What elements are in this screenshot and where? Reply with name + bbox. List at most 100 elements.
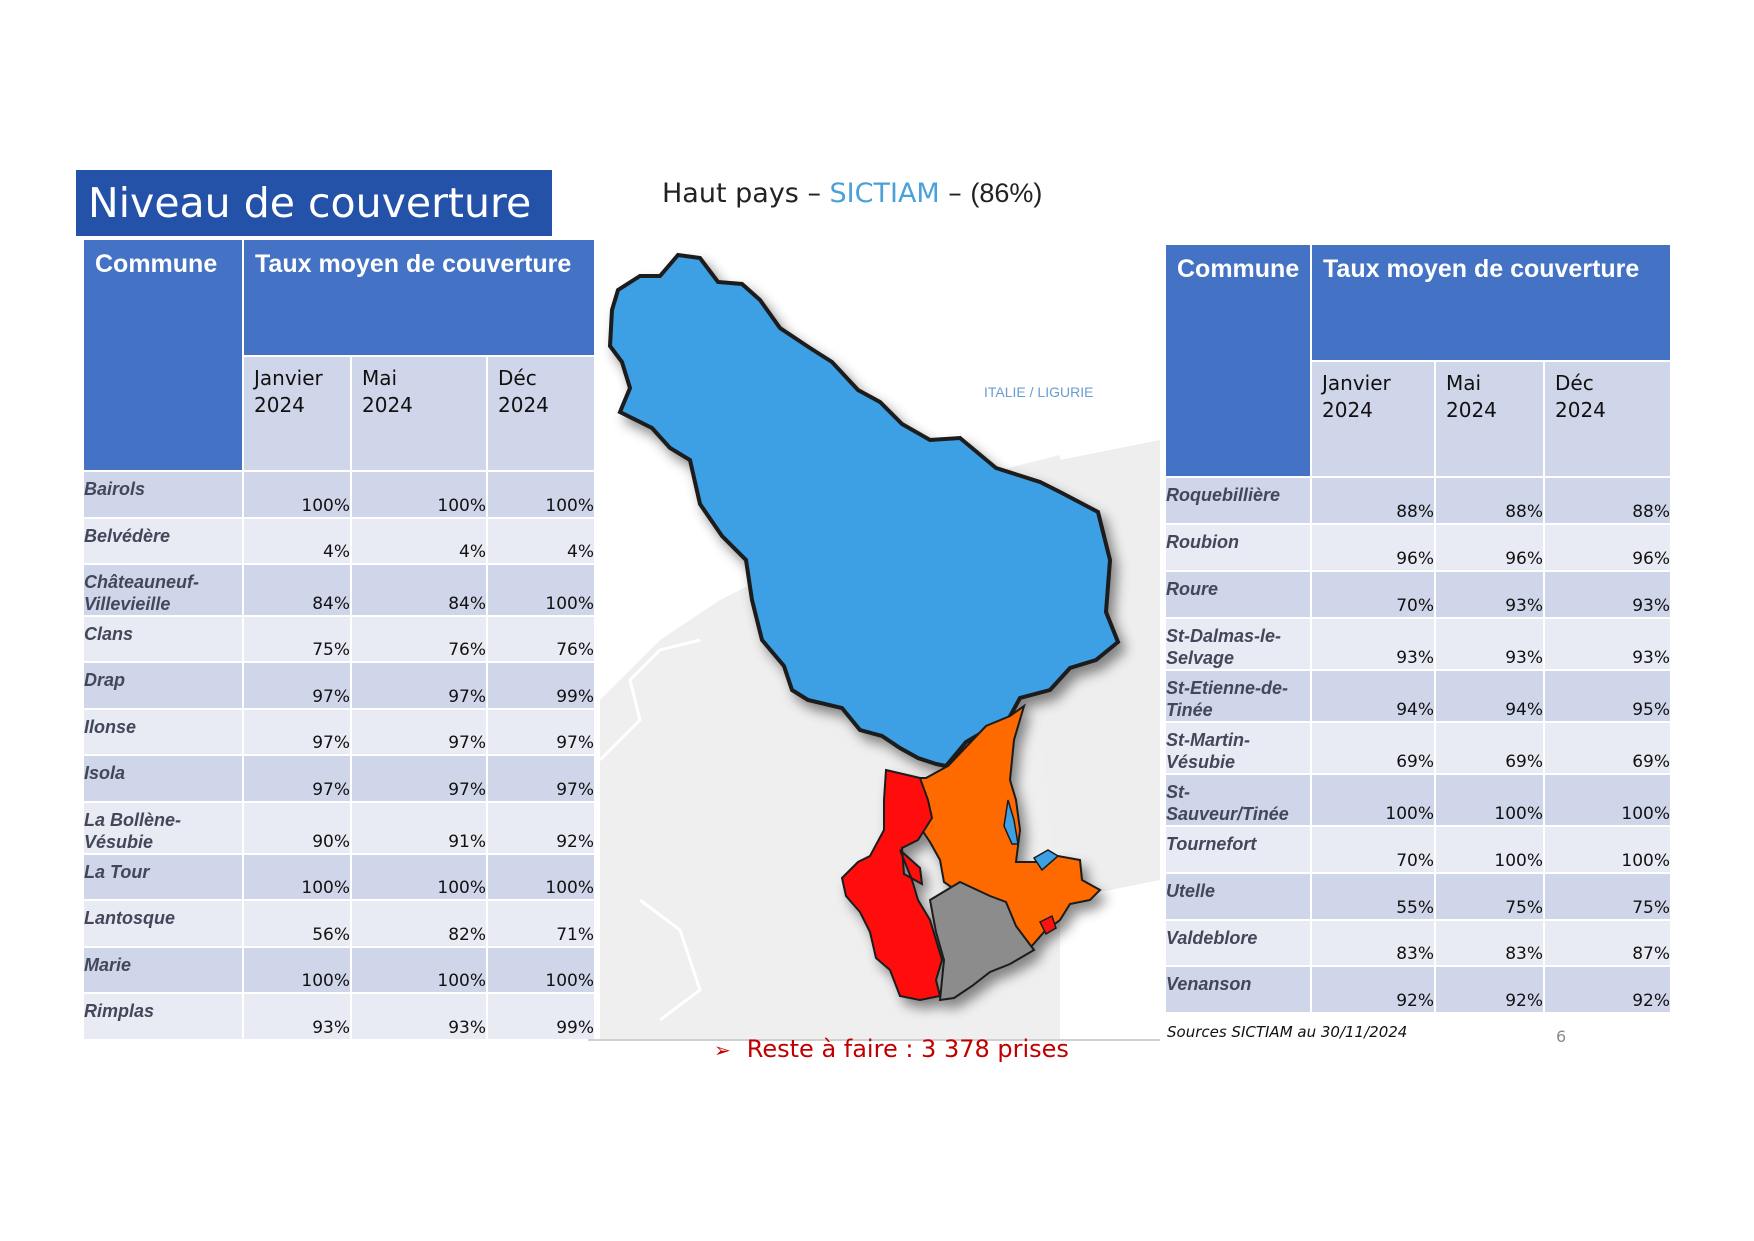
commune-name: Isola bbox=[84, 756, 244, 803]
rate-janvier: 96% bbox=[1312, 525, 1436, 572]
header-period: Mai 2024 bbox=[1436, 362, 1545, 478]
map-title: Haut pays – SICTIAM – (86%) bbox=[662, 178, 1042, 209]
table-row: La Bollène-Vésubie 90% 91% 92% bbox=[84, 803, 596, 855]
map-title-highlight: SICTIAM bbox=[829, 178, 940, 209]
commune-name: Tournefort bbox=[1166, 827, 1312, 874]
rate-dec: 87% bbox=[1545, 921, 1672, 967]
arrow-bullet-icon: ➢ bbox=[714, 1038, 731, 1062]
header-taux: Taux moyen de couverture bbox=[244, 240, 596, 357]
rate-mai: 93% bbox=[1436, 619, 1545, 671]
table-row: Châteauneuf-Villevieille 84% 84% 100% bbox=[84, 565, 596, 617]
rate-mai: 92% bbox=[1436, 967, 1545, 1014]
page-number: 6 bbox=[1556, 1027, 1567, 1046]
rate-dec: 71% bbox=[488, 901, 596, 948]
header-period: Janvier 2024 bbox=[1312, 362, 1436, 478]
rate-janvier: 100% bbox=[244, 948, 352, 994]
section-title: Niveau de couverture bbox=[76, 170, 552, 236]
rate-mai: 96% bbox=[1436, 525, 1545, 572]
rate-dec: 97% bbox=[488, 756, 596, 803]
rate-dec: 100% bbox=[488, 565, 596, 617]
commune-name: Utelle bbox=[1166, 874, 1312, 921]
table-row: Isola 97% 97% 97% bbox=[84, 756, 596, 803]
rate-dec: 100% bbox=[1545, 775, 1672, 827]
table-row: Ilonse 97% 97% 97% bbox=[84, 710, 596, 756]
rate-janvier: 75% bbox=[244, 617, 352, 663]
rate-dec: 76% bbox=[488, 617, 596, 663]
table-row: Utelle 55% 75% 75% bbox=[1166, 874, 1672, 921]
map-zone-small-blue bbox=[1032, 849, 1060, 872]
rate-janvier: 4% bbox=[244, 519, 352, 565]
rate-mai: 69% bbox=[1436, 723, 1545, 775]
commune-name: Belvédère bbox=[84, 519, 244, 565]
rate-mai: 94% bbox=[1436, 671, 1545, 723]
rate-mai: 84% bbox=[352, 565, 488, 617]
rate-janvier: 93% bbox=[1312, 619, 1436, 671]
commune-name: St-Sauveur/Tinée bbox=[1166, 775, 1312, 827]
commune-name: Venanson bbox=[1166, 967, 1312, 1014]
rate-mai: 82% bbox=[352, 901, 488, 948]
rate-janvier: 84% bbox=[244, 565, 352, 617]
table-row: St-Etienne-de-Tinée 94% 94% 95% bbox=[1166, 671, 1672, 723]
header-period: Déc 2024 bbox=[1545, 362, 1672, 478]
coverage-table-right: Commune Taux moyen de couverture Janvier 20… bbox=[1166, 245, 1672, 1014]
rate-janvier: 97% bbox=[244, 756, 352, 803]
rate-dec: 100% bbox=[1545, 827, 1672, 874]
table-row: Belvédère 4% 4% 4% bbox=[84, 519, 596, 565]
map-zone-north-blue bbox=[607, 252, 1121, 769]
map-zone-red bbox=[840, 768, 944, 1002]
header-commune: Commune bbox=[1166, 245, 1312, 478]
rate-mai: 83% bbox=[1436, 921, 1545, 967]
remaining-work: ➢ Reste à faire : 3 378 prises bbox=[714, 1035, 1069, 1063]
rate-mai: 93% bbox=[1436, 572, 1545, 619]
table-row: Venanson 92% 92% 92% bbox=[1166, 967, 1672, 1014]
rate-dec: 93% bbox=[1545, 619, 1672, 671]
table-row: St-Dalmas-le-Selvage 93% 93% 93% bbox=[1166, 619, 1672, 671]
table-row: Roubion 96% 96% 96% bbox=[1166, 525, 1672, 572]
commune-name: Drap bbox=[84, 663, 244, 710]
rate-mai: 100% bbox=[1436, 775, 1545, 827]
commune-name: Roubion bbox=[1166, 525, 1312, 572]
header-period: Déc 2024 bbox=[488, 357, 596, 472]
map-title-rate: (86%) bbox=[970, 178, 1043, 208]
table-row: Drap 97% 97% 99% bbox=[84, 663, 596, 710]
rate-janvier: 70% bbox=[1312, 572, 1436, 619]
rate-janvier: 97% bbox=[244, 710, 352, 756]
rate-mai: 93% bbox=[352, 994, 488, 1041]
rate-janvier: 83% bbox=[1312, 921, 1436, 967]
table-row: Marie 100% 100% 100% bbox=[84, 948, 596, 994]
source-note: Sources SICTIAM au 30/11/2024 bbox=[1167, 1023, 1408, 1041]
rate-janvier: 92% bbox=[1312, 967, 1436, 1014]
rate-dec: 92% bbox=[488, 803, 596, 855]
rate-janvier: 70% bbox=[1312, 827, 1436, 874]
map-zone-grey bbox=[928, 880, 1036, 1002]
rate-janvier: 97% bbox=[244, 663, 352, 710]
table-row: Valdeblore 83% 83% 87% bbox=[1166, 921, 1672, 967]
rate-janvier: 100% bbox=[1312, 775, 1436, 827]
rate-dec: 93% bbox=[1545, 572, 1672, 619]
rate-janvier: 56% bbox=[244, 901, 352, 948]
rate-janvier: 69% bbox=[1312, 723, 1436, 775]
commune-name: Roquebillière bbox=[1166, 478, 1312, 525]
commune-name: Clans bbox=[84, 617, 244, 663]
table-row: Tournefort 70% 100% 100% bbox=[1166, 827, 1672, 874]
commune-name: Rimplas bbox=[84, 994, 244, 1041]
map-zone-small-blue bbox=[1003, 799, 1019, 845]
rate-mai: 88% bbox=[1436, 478, 1545, 525]
rate-janvier: 90% bbox=[244, 803, 352, 855]
rate-dec: 97% bbox=[488, 710, 596, 756]
header-commune: Commune bbox=[84, 240, 244, 472]
map-zone-orange bbox=[898, 703, 1102, 950]
rate-mai: 97% bbox=[352, 756, 488, 803]
rate-janvier: 93% bbox=[244, 994, 352, 1041]
commune-name: Bairols bbox=[84, 472, 244, 519]
coverage-map bbox=[588, 252, 1160, 1041]
rate-dec: 69% bbox=[1545, 723, 1672, 775]
rate-janvier: 100% bbox=[244, 472, 352, 519]
rate-mai: 100% bbox=[352, 472, 488, 519]
header-period: Janvier 2024 bbox=[244, 357, 352, 472]
map-border bbox=[598, 638, 701, 762]
header-period: Mai 2024 bbox=[352, 357, 488, 472]
commune-name: St-Etienne-de-Tinée bbox=[1166, 671, 1312, 723]
commune-name: Roure bbox=[1166, 572, 1312, 619]
rate-mai: 97% bbox=[352, 663, 488, 710]
